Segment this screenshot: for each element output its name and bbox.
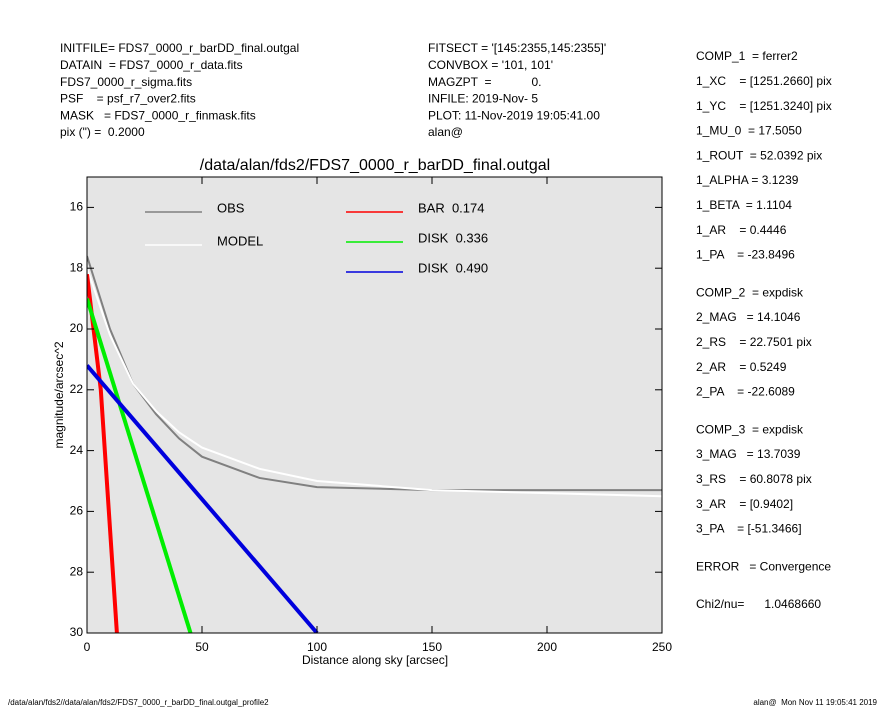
series-line	[87, 298, 193, 633]
fit-parameter: COMP_3 = expdisk	[696, 422, 804, 436]
fit-parameter: 2_MAG = 14.1046	[696, 310, 801, 324]
chart-title: /data/alan/fds2/FDS7_0000_r_barDD_final.…	[200, 157, 550, 174]
fit-parameter: 3_AR = [0.9402]	[696, 497, 793, 511]
fit-parameter: 2_RS = 22.7501 pix	[696, 335, 812, 349]
fit-parameter: 3_MAG = 13.7039	[696, 447, 801, 461]
header-left-line: MASK = FDS7_0000_r_finmask.fits	[60, 108, 256, 122]
plot-frame	[86, 176, 663, 634]
y-tick-label: 20	[70, 321, 84, 335]
y-tick-label: 30	[70, 625, 84, 639]
x-axis-label: Distance along sky [arcsec]	[302, 653, 448, 667]
header-left-line: DATAIN = FDS7_0000_r_data.fits	[60, 58, 243, 72]
legend-label: MODEL	[217, 233, 263, 248]
legend-label: OBS	[217, 200, 245, 215]
fit-parameter: 1_BETA = 1.1104	[696, 198, 792, 212]
header-left-line: pix (") = 0.2000	[60, 125, 145, 139]
fit-parameter: COMP_1 = ferrer2	[696, 49, 798, 63]
fit-parameter: 3_PA = [-51.3466]	[696, 522, 802, 536]
y-axis-label: magnitude/arcsec^2	[52, 341, 66, 448]
x-tick-label: 0	[84, 640, 91, 654]
fit-parameter: 1_YC = [1251.3240] pix	[696, 99, 832, 113]
fit-parameter: Chi2/nu= 1.0468660	[696, 597, 821, 611]
legend-label: DISK 0.490	[418, 260, 488, 275]
y-tick-label: 22	[70, 382, 84, 396]
y-tick-label: 28	[70, 564, 84, 578]
fit-parameter: 3_RS = 60.8078 pix	[696, 472, 812, 486]
x-tick-label: 250	[652, 640, 672, 654]
header-middle-line: FITSECT = '[145:2355,145:2355]'	[428, 41, 606, 55]
header-middle-line: alan@	[428, 125, 463, 139]
y-tick-label: 16	[70, 200, 84, 214]
fit-parameter: 1_ROUT = 52.0392 pix	[696, 148, 822, 162]
footer-path: /data/alan/fds2//data/alan/fds2/FDS7_000…	[8, 698, 269, 707]
fit-parameter: 1_AR = 0.4446	[696, 223, 787, 237]
plot-area	[87, 177, 662, 633]
fit-parameter: 1_ALPHA = 3.1239	[696, 173, 799, 187]
fit-parameter: 1_MU_0 = 17.5050	[696, 124, 802, 138]
fit-parameter: 1_PA = -23.8496	[696, 248, 795, 262]
y-tick-label: 26	[70, 504, 84, 518]
header-middle-line: PLOT: 11-Nov-2019 19:05:41.00	[428, 108, 600, 122]
header-left-line: PSF = psf_r7_over2.fits	[60, 92, 196, 106]
y-tick-label: 24	[70, 443, 84, 457]
series-line	[87, 364, 319, 633]
legend-label: DISK 0.336	[418, 230, 488, 245]
series-line	[87, 267, 662, 498]
fit-parameter: 2_AR = 0.5249	[696, 360, 787, 374]
fit-parameter: 2_PA = -22.6089	[696, 385, 795, 399]
footer-stamp: alan@ Mon Nov 11 19:05:41 2019	[753, 698, 877, 707]
header-middle-line: INFILE: 2019-Nov- 5	[428, 92, 538, 106]
header-middle-line: CONVBOX = '101, 101'	[428, 58, 553, 72]
fit-parameter: COMP_2 = expdisk	[696, 285, 804, 299]
fit-parameter: 1_XC = [1251.2660] pix	[696, 74, 832, 88]
x-tick-label: 50	[195, 640, 209, 654]
header-left-line: INITFILE= FDS7_0000_r_barDD_final.outgal	[60, 41, 299, 55]
x-tick-label: 100	[307, 640, 327, 654]
legend-label: BAR 0.174	[418, 200, 485, 215]
y-tick-label: 18	[70, 260, 84, 274]
x-tick-label: 200	[537, 640, 557, 654]
fit-parameter: ERROR = Convergence	[696, 559, 831, 573]
header-left-line: FDS7_0000_r_sigma.fits	[60, 75, 192, 89]
x-tick-label: 150	[422, 640, 442, 654]
header-middle-line: MAGZPT = 0.	[428, 75, 541, 89]
